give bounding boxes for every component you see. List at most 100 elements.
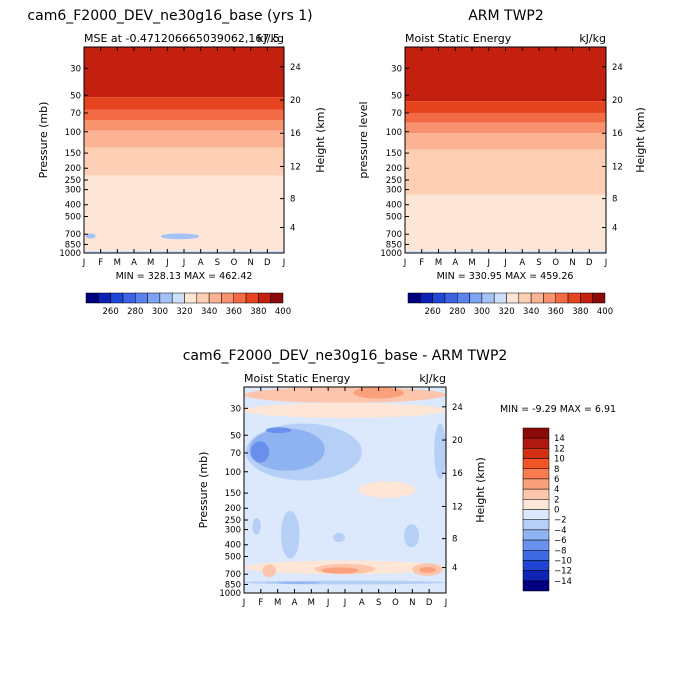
colorbar-swatch: [469, 292, 483, 304]
p-tick-label: 50: [391, 91, 402, 101]
panel-obs-stats: MIN = 330.95 MAX = 459.26: [437, 271, 574, 282]
colorbar-swatch: [522, 448, 550, 459]
colorbar-swatch: [196, 292, 210, 304]
x-tick-label: A: [292, 598, 298, 608]
colorbar-label: 340: [201, 307, 217, 317]
x-tick-label: J: [486, 258, 490, 268]
p-tick-label: 100: [386, 128, 402, 138]
colorbar-swatch: [122, 292, 136, 304]
p-tick-label: 1000: [380, 249, 402, 259]
x-tick-label: J: [282, 258, 286, 268]
contour-band: [84, 175, 284, 251]
h-tick-label: 4: [612, 224, 617, 234]
p-tick-label: 400: [225, 541, 241, 551]
p-tick-label: 100: [225, 468, 241, 478]
p-tick-label: 50: [230, 431, 241, 441]
p-tick-label: 30: [391, 64, 402, 74]
x-tick-label: O: [552, 258, 559, 268]
contour-band: [405, 47, 606, 102]
x-tick-label: S: [536, 258, 541, 268]
x-tick-label: N: [569, 258, 575, 268]
colorbar-swatch: [530, 292, 544, 304]
panel-obs-units: kJ/kg: [579, 32, 606, 45]
colorbar-label: 380: [572, 307, 588, 317]
colorbar-swatch: [522, 458, 550, 469]
x-tick-label: A: [519, 258, 525, 268]
contour-region: [262, 564, 276, 578]
colorbar-swatch: [522, 560, 550, 571]
contour-band: [405, 112, 606, 123]
contour-region: [244, 580, 446, 585]
colorbar-swatch: [522, 427, 550, 439]
contour-region: [434, 423, 446, 480]
x-tick-label: A: [359, 598, 365, 608]
p-tick-label: 150: [386, 149, 402, 159]
colorbar-swatch: [522, 488, 550, 500]
colorbar-label: 320: [176, 307, 192, 317]
colorbar-swatch: [543, 292, 556, 304]
p-tick-label: 200: [386, 164, 402, 174]
h-tick-label: 8: [290, 195, 295, 205]
colorbar-swatch: [522, 519, 550, 531]
panel-model-subtitle-left: MSE at -0.471206665039062,167.5: [84, 32, 280, 45]
p-tick-label: 700: [386, 230, 402, 240]
colorbar-swatch: [580, 292, 593, 304]
colorbar-label: 400: [275, 307, 291, 317]
p-tick-label: 200: [225, 504, 241, 514]
colorbar-label: 360: [226, 307, 242, 317]
h-tick-label: 16: [290, 129, 301, 139]
contour-region: [244, 402, 446, 418]
contour-region: [419, 566, 436, 573]
panel-model-y-label: Pressure (mb): [37, 102, 50, 179]
x-tick-label: N: [409, 598, 415, 608]
h-tick-label: 16: [452, 469, 463, 479]
colorbar-swatch: [457, 292, 470, 304]
contour-band: [84, 109, 284, 120]
contour-region: [321, 567, 359, 574]
colorbar-swatch: [522, 580, 550, 592]
contour-band: [84, 47, 284, 98]
contour-region: [160, 233, 199, 240]
x-tick-label: A: [452, 258, 458, 268]
p-tick-label: 70: [391, 109, 402, 119]
contour-region: [403, 524, 420, 548]
p-tick-label: 700: [225, 570, 241, 580]
colorbar-label: 320: [498, 307, 514, 317]
colorbar-swatch: [208, 292, 222, 304]
colorbar-swatch: [522, 529, 550, 541]
colorbar-label: −4: [554, 526, 567, 536]
x-tick-label: D: [586, 258, 593, 268]
colorbar-swatch: [444, 292, 458, 304]
colorbar-label: 340: [523, 307, 539, 317]
h-tick-label: 24: [452, 403, 463, 413]
p-tick-label: 500: [225, 553, 241, 563]
panel-model-stats: MIN = 328.13 MAX = 462.42: [116, 271, 253, 282]
x-tick-label: J: [82, 258, 86, 268]
p-tick-label: 250: [386, 176, 402, 186]
h-tick-label: 16: [612, 129, 623, 139]
x-tick-label: J: [503, 258, 507, 268]
x-tick-label: S: [376, 598, 381, 608]
p-tick-label: 700: [65, 230, 81, 240]
p-tick-label: 1000: [219, 589, 241, 599]
colorbar-swatch: [245, 292, 259, 304]
contour-region: [333, 532, 345, 543]
h-tick-label: 12: [290, 162, 301, 172]
colorbar-label: −12: [554, 567, 572, 577]
x-tick-label: F: [98, 258, 103, 268]
p-tick-label: 850: [386, 240, 402, 250]
h-tick-label: 8: [612, 195, 617, 205]
p-tick-label: 200: [65, 164, 81, 174]
colorbar-swatch: [522, 499, 550, 510]
colorbar-swatch: [506, 292, 520, 304]
colorbar-swatch: [592, 292, 606, 304]
colorbar-label: −10: [554, 556, 572, 566]
colorbar-label: 280: [127, 307, 143, 317]
colorbar-swatch: [110, 292, 124, 304]
colorbar-swatch: [432, 292, 446, 304]
colorbar-swatch: [567, 292, 581, 304]
x-tick-label: J: [444, 598, 448, 608]
p-tick-label: 300: [65, 186, 81, 196]
